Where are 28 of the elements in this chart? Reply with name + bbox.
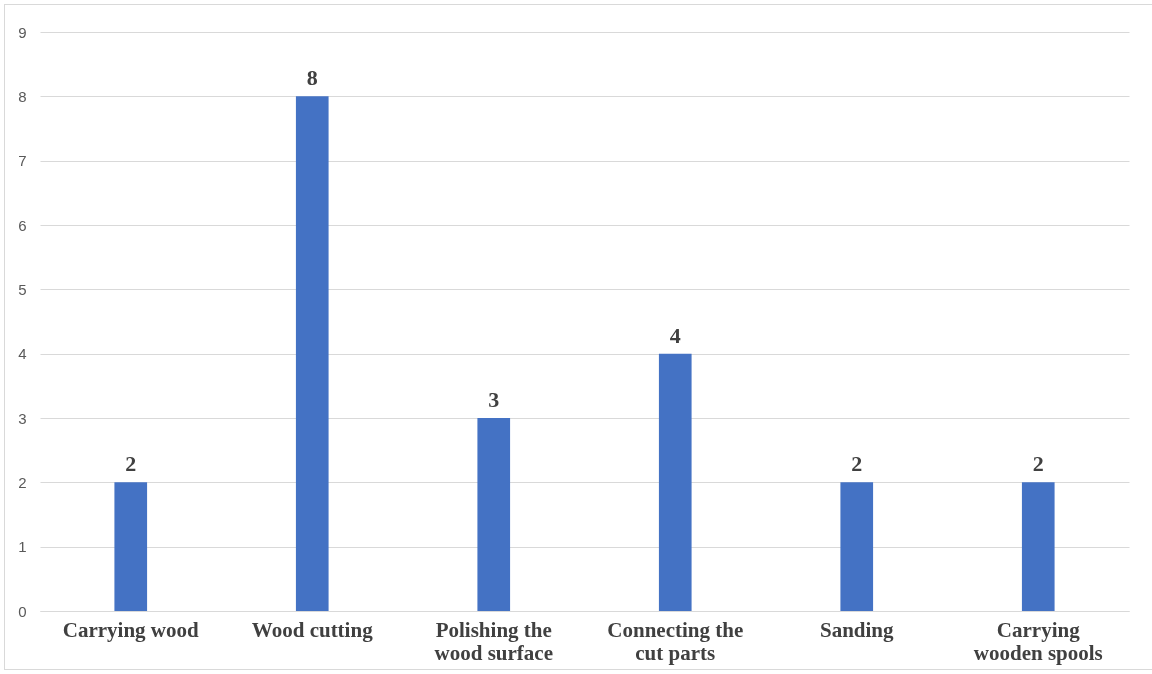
x-tick-label: Carrying wood [62,617,200,642]
data-label: 2 [851,451,863,477]
data-label: 2 [125,451,137,477]
bar [840,482,874,611]
y-tick-label: 4 [18,345,27,363]
y-tick-label: 3 [18,409,27,427]
x-tick-label: Polishing the wood surface [434,617,553,665]
y-tick-label: 9 [18,23,27,41]
y-tick-label: 0 [18,602,27,620]
data-label: 8 [306,65,318,91]
y-tick-label: 1 [18,538,27,556]
x-tick-label: Sanding [819,617,895,642]
y-tick-label: 6 [18,216,27,234]
x-tick-label: Connecting the cut parts [607,617,744,665]
bar [1021,482,1055,611]
data-label: 3 [488,387,500,412]
x-tick-label: Carrying wooden spools [973,617,1103,665]
bar [295,96,329,611]
data-label: 4 [669,322,681,348]
y-tick-label: 2 [18,473,27,491]
y-tick-label: 5 [18,280,27,298]
data-label: 2 [1032,451,1044,477]
bar [477,418,511,611]
x-tick-label: Wood cutting [251,617,374,642]
bar [658,353,692,611]
y-tick-label: 8 [18,87,27,105]
bar [114,482,148,611]
y-tick-label: 7 [18,152,27,170]
